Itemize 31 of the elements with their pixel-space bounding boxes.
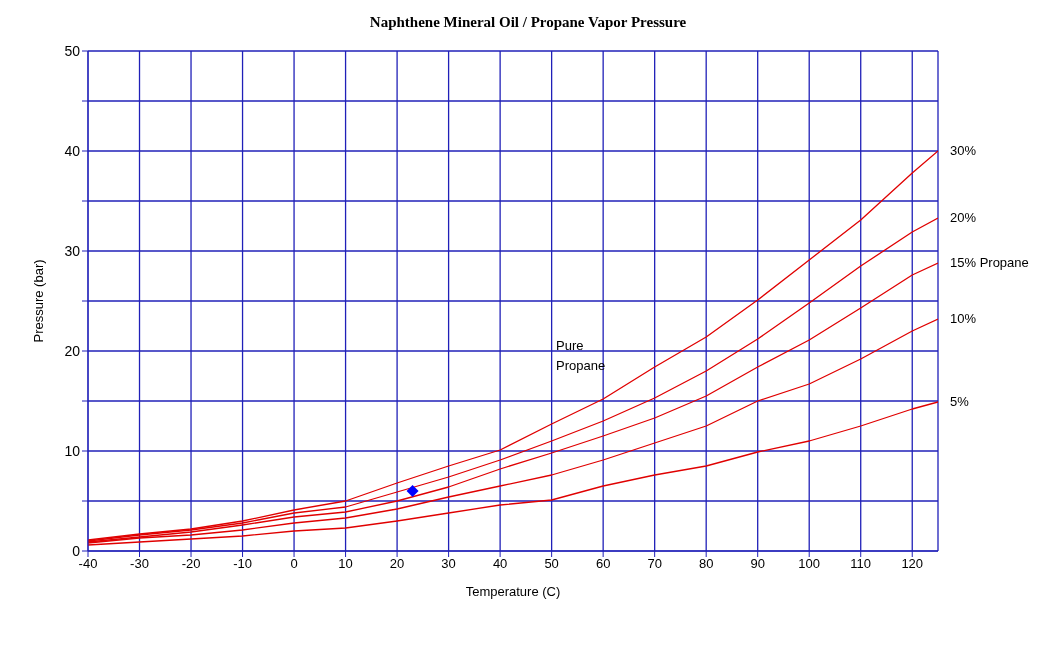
- x-tick-label: 0: [290, 556, 298, 572]
- x-tick-label: 80: [698, 556, 714, 572]
- x-axis-title: Temperature (C): [465, 584, 561, 599]
- chart-title: Naphthene Mineral Oil / Propane Vapor Pressure: [368, 14, 688, 31]
- y-tick-label: 0: [72, 542, 81, 559]
- x-tick-label: 100: [798, 556, 821, 572]
- x-tick-label: 110: [850, 556, 872, 572]
- x-tick-label: -40: [78, 556, 98, 572]
- x-tick-label: 20: [389, 556, 405, 572]
- y-tick-label: 20: [64, 342, 81, 359]
- series-label: 30%: [950, 143, 977, 158]
- series-label: 10%: [950, 311, 977, 326]
- x-tick-label: -10: [233, 556, 252, 572]
- x-tick-label: 70: [647, 556, 662, 572]
- y-tick-label: 10: [64, 442, 81, 459]
- x-tick-label: 60: [595, 556, 611, 572]
- y-axis-title: Pressure (bar): [30, 259, 46, 343]
- series-label: 5%: [950, 394, 970, 409]
- x-tick-label: 40: [492, 556, 508, 572]
- x-tick-label: -20: [181, 556, 201, 572]
- series-label: 15% Propane: [950, 255, 1029, 270]
- y-tick-label: 50: [64, 42, 81, 59]
- y-tick-label: 40: [64, 142, 81, 159]
- x-tick-label: -30: [130, 556, 149, 572]
- x-tick-label: 10: [338, 556, 353, 572]
- x-tick-label: 90: [750, 556, 765, 572]
- x-tick-label: 30: [441, 556, 456, 572]
- x-tick-label: 50: [544, 556, 559, 572]
- y-tick-label: 30: [64, 242, 81, 259]
- series-label: 20%: [950, 210, 977, 225]
- x-tick-label: 120: [901, 556, 924, 572]
